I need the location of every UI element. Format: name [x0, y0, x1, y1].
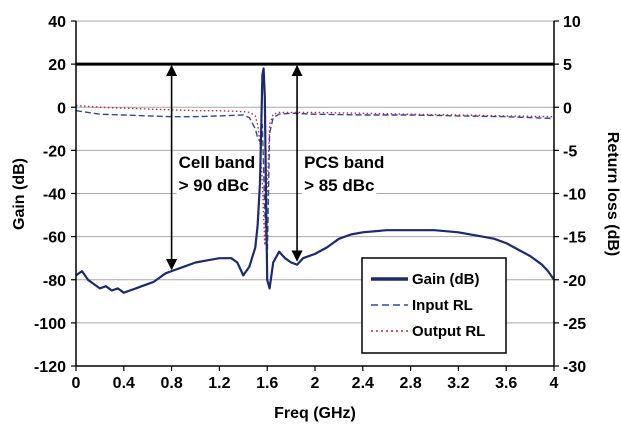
y2-tick-label: 10: [563, 14, 581, 31]
x-tick-label: 3.6: [495, 375, 517, 392]
y2-tick-label: 5: [563, 57, 572, 74]
annotation-text-1-0: PCS band: [304, 153, 384, 172]
x-tick-label: 0.8: [160, 375, 182, 392]
annotation-bg-1-0: [302, 153, 387, 173]
legend-label-input-rl: Input RL: [412, 297, 473, 314]
annotation-text-0-0: Cell band: [179, 153, 256, 172]
annotation-text-0-1: > 90 dBc: [179, 176, 249, 195]
x-tick-label: 3.2: [447, 375, 469, 392]
annotation-group: Cell band > 90 dBc PCS band > 85 dBc: [166, 65, 387, 271]
y-tick-label: -60: [43, 230, 66, 247]
series-line-gain-db: [75, 67, 555, 294]
y2-tick-label: -5: [563, 143, 577, 160]
annotation-bg-0-1: [176, 176, 252, 196]
y2-tick-label: 0: [563, 100, 572, 117]
x-tick-label: 1.2: [208, 375, 230, 392]
series-group: [75, 67, 555, 294]
y-tick-label: 20: [48, 57, 66, 74]
x-tick-label: 2.4: [352, 375, 374, 392]
y-tick-label: -80: [43, 273, 66, 290]
y2-axis-title: Return loss (dB): [604, 132, 621, 256]
annotation-bg-1-1: [302, 176, 377, 196]
y-tick-label: 0: [57, 100, 66, 117]
x-tick-label: 0: [72, 375, 81, 392]
legend-label-gain: Gain (dB): [412, 271, 480, 288]
y2-tick-label: -25: [563, 316, 586, 333]
x-tick-label: 1.6: [256, 375, 278, 392]
y-tick-label: -20: [43, 143, 66, 160]
legend: Gain (dB) Input RL Output RL: [361, 257, 507, 354]
y-tick-label: 40: [48, 14, 66, 31]
y-axis-title: Gain (dB): [11, 158, 28, 230]
x-tick-label: 4: [550, 375, 559, 392]
y-tick-label: -120: [34, 359, 66, 376]
y2-tick-label: -10: [563, 187, 586, 204]
y-tick-label: -40: [43, 187, 66, 204]
x-tick-label: 2.8: [399, 375, 421, 392]
annotation-text-1-1: > 85 dBc: [304, 176, 374, 195]
y-tick-label: -100: [34, 316, 66, 333]
annotation-bg-0-0: [176, 153, 258, 173]
y2-tick-label: -15: [563, 230, 586, 247]
y2-tick-label: -30: [563, 359, 586, 376]
x-tick-label: 0.4: [113, 375, 135, 392]
tick-label-group: 0 0.4 0.8 1.2 1.6 2 2.4 2.8 3.2 3.6 4 40 20 0 -20 -40 -6…: [34, 14, 586, 392]
y2-tick-label: -20: [563, 273, 586, 290]
x-axis-title: Freq (GHz): [274, 405, 356, 422]
legend-label-output-rl: Output RL: [412, 323, 485, 340]
x-tick-label: 2: [311, 375, 320, 392]
